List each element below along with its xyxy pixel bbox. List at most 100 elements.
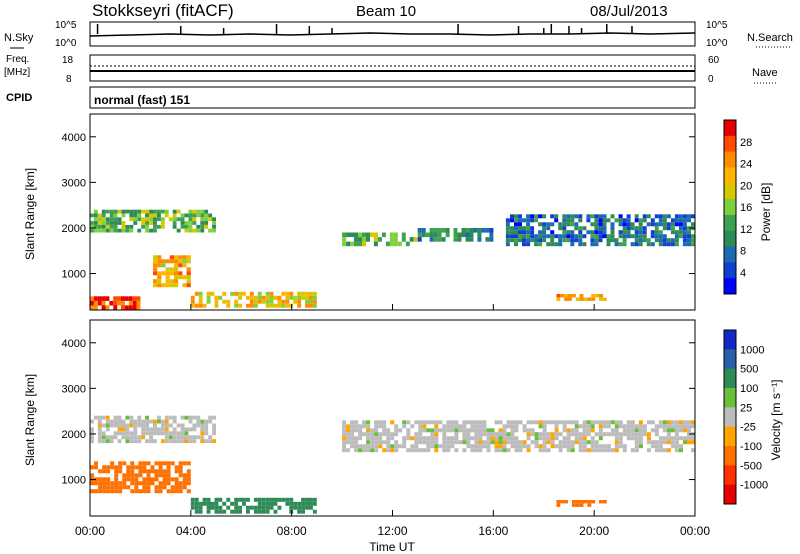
power-cell bbox=[385, 241, 390, 247]
power-cell bbox=[188, 224, 193, 229]
velocity-cells bbox=[90, 415, 695, 514]
velocity-cell bbox=[170, 485, 175, 490]
velocity-cell bbox=[146, 461, 151, 466]
power-cell bbox=[145, 228, 149, 233]
velocity-cell bbox=[410, 424, 415, 429]
power-cell bbox=[109, 224, 114, 229]
velocity-cell bbox=[510, 436, 515, 441]
power-cell bbox=[269, 291, 274, 296]
power-cell bbox=[670, 226, 675, 231]
power-cell bbox=[534, 214, 539, 219]
power-cell bbox=[208, 228, 213, 233]
power-cell bbox=[200, 221, 205, 225]
velocity-cell bbox=[194, 509, 199, 514]
velocity-cell bbox=[498, 440, 503, 445]
power-cell bbox=[117, 209, 122, 214]
velocity-cell bbox=[98, 477, 103, 482]
power-cell bbox=[174, 267, 179, 272]
velocity-cell bbox=[192, 439, 197, 444]
velocity-cell bbox=[214, 509, 219, 514]
velocity-cell bbox=[654, 448, 659, 453]
power-cell bbox=[129, 217, 134, 222]
power-cell bbox=[566, 230, 571, 235]
velocity-cell bbox=[188, 439, 193, 444]
velocity-cell bbox=[269, 497, 274, 502]
velocity-cell bbox=[154, 461, 159, 466]
velocity-cell bbox=[478, 420, 483, 425]
velocity-cell bbox=[466, 420, 471, 425]
velocity-cell bbox=[606, 432, 611, 437]
velocity-cell bbox=[586, 420, 591, 425]
power-cell bbox=[626, 222, 631, 227]
velocity-cell bbox=[366, 440, 371, 445]
power-cell bbox=[437, 232, 442, 238]
power-cell bbox=[128, 296, 133, 301]
velocity-cell bbox=[234, 497, 239, 502]
power-cell bbox=[626, 214, 631, 219]
power-cell bbox=[658, 222, 663, 227]
power-cell bbox=[691, 238, 695, 243]
power-cell bbox=[578, 214, 583, 219]
x-tick-label: 04:00 bbox=[176, 524, 206, 538]
velocity-cell bbox=[414, 436, 419, 441]
power-cell bbox=[354, 232, 358, 238]
velocity-cell bbox=[502, 440, 507, 445]
velocity-cell bbox=[558, 444, 563, 449]
velocity-cell bbox=[578, 436, 583, 441]
velocity-cell bbox=[454, 448, 459, 453]
power-cell bbox=[518, 234, 522, 239]
power-cell bbox=[591, 297, 596, 301]
velocity-cell bbox=[90, 431, 94, 436]
velocity-cell bbox=[238, 505, 242, 510]
power-cell bbox=[674, 230, 679, 235]
power-cell bbox=[212, 224, 216, 229]
velocity-cell bbox=[105, 427, 110, 432]
velocity-cell bbox=[626, 436, 631, 441]
velocity-cell bbox=[277, 497, 282, 502]
power-cell bbox=[441, 237, 446, 242]
power-cell bbox=[373, 237, 378, 242]
power-cell bbox=[253, 295, 258, 300]
colorbar-swatch bbox=[724, 120, 736, 137]
velocity-cell bbox=[454, 432, 459, 437]
velocity-cell bbox=[145, 415, 149, 420]
power-cell bbox=[546, 226, 551, 231]
power-cell bbox=[125, 228, 130, 233]
velocity-cell bbox=[570, 444, 575, 449]
power-cell bbox=[579, 294, 584, 298]
velocity-cell bbox=[204, 439, 209, 444]
power-cell bbox=[477, 228, 482, 233]
power-cell bbox=[682, 230, 687, 235]
power-cell bbox=[145, 224, 149, 229]
velocity-cell bbox=[214, 505, 219, 510]
power-cell bbox=[249, 303, 254, 308]
velocity-cell bbox=[482, 432, 487, 437]
power-cell bbox=[97, 300, 102, 306]
noise-left-tick-bottom: 10^0 bbox=[55, 38, 77, 49]
power-cell bbox=[564, 294, 568, 298]
velocity-cell bbox=[490, 428, 495, 433]
power-cell bbox=[638, 238, 643, 243]
power-cell bbox=[510, 234, 514, 239]
power-cell bbox=[358, 241, 362, 247]
power-cell bbox=[113, 213, 118, 218]
power-cell bbox=[242, 291, 246, 296]
power-cell bbox=[594, 238, 599, 243]
power-cell bbox=[153, 217, 157, 222]
power-cell bbox=[445, 232, 450, 238]
power-cell bbox=[642, 230, 647, 235]
velocity-cell bbox=[674, 424, 679, 429]
power-cell bbox=[301, 295, 305, 300]
power-cell bbox=[389, 232, 394, 238]
velocity-cell bbox=[234, 505, 239, 510]
velocity-cell bbox=[101, 423, 106, 428]
colorbar-swatch bbox=[724, 135, 736, 153]
velocity-cell bbox=[386, 448, 391, 453]
velocity-cell bbox=[146, 469, 151, 474]
velocity-cell bbox=[168, 423, 173, 428]
power-cell bbox=[153, 221, 157, 225]
velocity-cell bbox=[350, 420, 355, 425]
velocity-cell bbox=[514, 448, 519, 453]
power-cell bbox=[606, 238, 611, 243]
power-cell bbox=[570, 234, 575, 239]
